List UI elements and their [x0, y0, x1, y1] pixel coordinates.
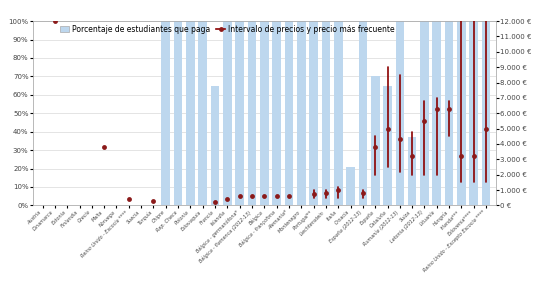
Bar: [371, 76, 379, 205]
Bar: [223, 21, 232, 205]
Bar: [260, 21, 269, 205]
Bar: [433, 21, 441, 205]
Bar: [310, 21, 318, 205]
Bar: [272, 21, 281, 205]
Bar: [235, 21, 244, 205]
Bar: [346, 167, 355, 205]
Bar: [457, 21, 466, 205]
Bar: [322, 21, 330, 205]
Legend: Porcentaje de estudiantes que paga, Intervalo de precios y precio más frecuente: Porcentaje de estudiantes que paga, Inte…: [59, 25, 395, 34]
Bar: [174, 21, 183, 205]
Bar: [186, 21, 195, 205]
Bar: [247, 21, 256, 205]
Bar: [383, 86, 392, 205]
Bar: [396, 21, 404, 205]
Bar: [420, 21, 429, 205]
Bar: [161, 21, 170, 205]
Bar: [297, 21, 306, 205]
Bar: [198, 21, 207, 205]
Bar: [211, 86, 219, 205]
Bar: [445, 21, 453, 205]
Bar: [408, 137, 416, 205]
Bar: [284, 21, 293, 205]
Bar: [469, 21, 478, 205]
Bar: [359, 21, 367, 205]
Bar: [482, 21, 491, 205]
Bar: [334, 21, 343, 205]
